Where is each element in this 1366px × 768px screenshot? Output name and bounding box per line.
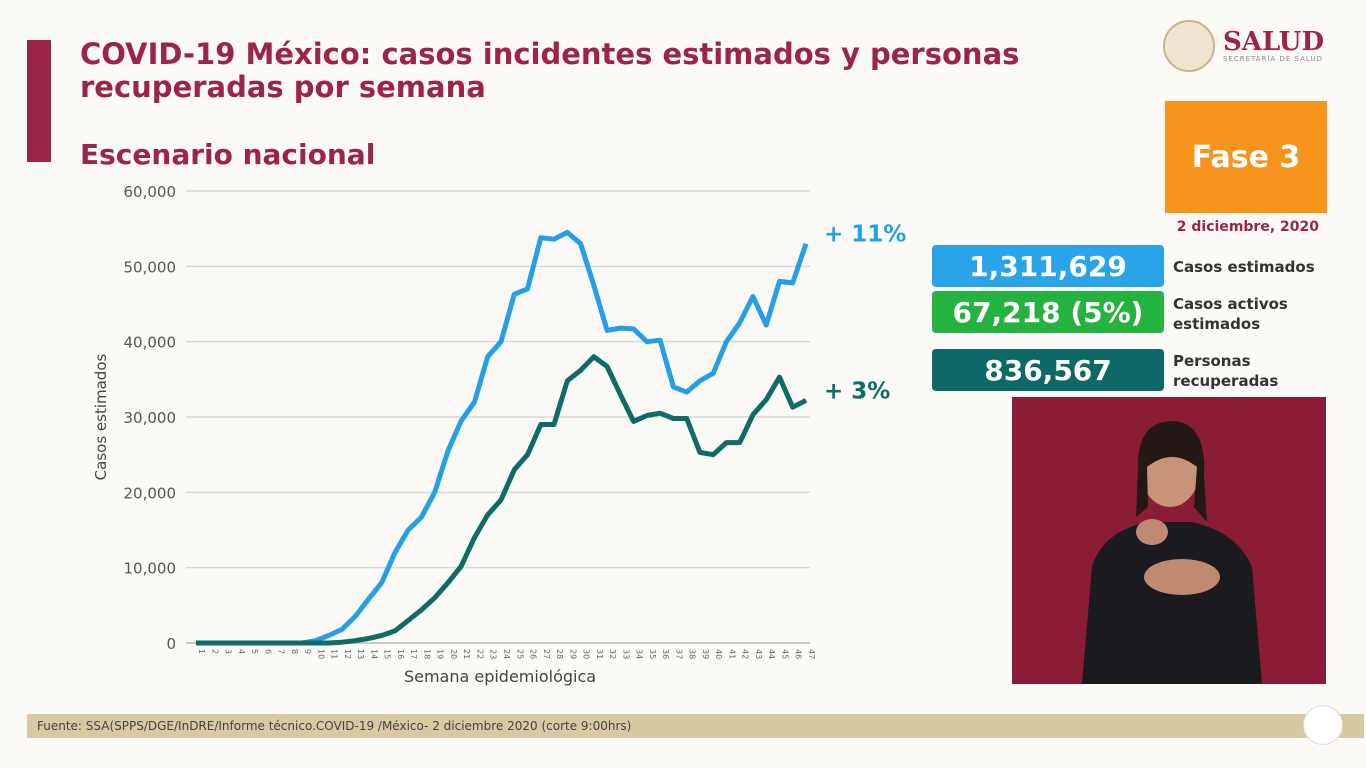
x-tick-label: 8	[290, 649, 299, 654]
y-tick-label: 20,000	[124, 484, 177, 502]
series-end-label: + 3%	[824, 378, 890, 404]
x-tick-label: 15	[383, 649, 392, 659]
y-tick-label: 40,000	[124, 334, 177, 352]
x-tick-label: 24	[502, 649, 511, 659]
x-tick-label: 46	[794, 649, 803, 659]
stat-label: Personas recuperadas	[1173, 352, 1279, 390]
x-tick-label: 21	[462, 649, 471, 659]
x-tick-label: 10	[316, 649, 325, 659]
stat-value: 836,567	[984, 353, 1112, 387]
x-tick-label: 23	[489, 649, 498, 659]
x-tick-label: 33	[621, 649, 630, 659]
stat-personas-recuperadas: 836,567	[932, 349, 1164, 391]
logo-title: SALUD	[1223, 27, 1325, 57]
interpreter-silhouette	[1082, 421, 1262, 684]
y-tick-label: 0	[166, 635, 176, 653]
x-tick-label: 44	[767, 649, 776, 659]
x-tick-label: 31	[595, 649, 604, 659]
x-tick-label: 39	[701, 649, 710, 659]
x-tick-label: 20	[449, 649, 458, 659]
y-axis-label: Casos estimados	[92, 353, 110, 480]
page-title: COVID-19 México: casos incidentes estima…	[80, 37, 1020, 104]
x-tick-label: 36	[661, 649, 670, 659]
y-tick-label: 30,000	[124, 409, 177, 427]
x-tick-label: 38	[688, 649, 697, 659]
x-tick-label: 11	[330, 649, 339, 659]
x-tick-label: 29	[568, 649, 577, 659]
x-tick-label: 2	[210, 649, 219, 654]
gobierno-de-mexico-badge-icon	[1303, 705, 1343, 745]
salud-logo: SALUD SECRETARÍA DE SALUD	[1163, 20, 1324, 72]
x-tick-label: 26	[529, 649, 538, 659]
series-end-label: + 11%	[824, 222, 906, 248]
x-tick-label: 16	[396, 649, 405, 659]
title-accent-bar	[27, 40, 51, 162]
y-tick-label: 50,000	[124, 258, 177, 276]
x-tick-label: 19	[436, 649, 445, 659]
x-tick-label: 37	[674, 649, 683, 659]
phase-badge: Fase 3	[1165, 101, 1327, 213]
x-tick-label: 7	[277, 649, 286, 654]
x-tick-label: 28	[555, 649, 564, 659]
stat-value: 67,218 (5%)	[952, 295, 1144, 329]
x-tick-label: 35	[648, 649, 657, 659]
x-tick-label: 5	[250, 649, 259, 654]
x-tick-label: 9	[303, 649, 312, 654]
x-axis-label: Semana epidemiológica	[404, 667, 596, 686]
x-tick-label: 30	[582, 649, 591, 659]
stat-value: 1,311,629	[969, 249, 1127, 283]
x-tick-label: 13	[356, 649, 365, 659]
x-tick-label: 4	[237, 649, 246, 654]
stat-label: Casos activos estimados	[1173, 295, 1288, 333]
x-tick-label: 3	[224, 649, 233, 654]
x-tick-label: 14	[369, 649, 378, 659]
stat-casos-estimados: 1,311,629	[932, 245, 1164, 287]
national-seal-icon	[1163, 20, 1215, 72]
x-tick-label: 6	[263, 649, 272, 654]
x-tick-label: 40	[714, 649, 723, 659]
y-tick-label: 60,000	[124, 183, 177, 201]
stat-casos-activos: 67,218 (5%)	[932, 291, 1164, 333]
x-tick-label: 43	[754, 649, 763, 659]
x-tick-label: 45	[780, 649, 789, 659]
page-subtitle: Escenario nacional	[80, 138, 376, 171]
x-tick-label: 22	[475, 649, 484, 659]
x-tick-label: 34	[635, 649, 644, 659]
x-tick-label: 42	[741, 649, 750, 659]
x-tick-label: 25	[515, 649, 524, 659]
x-tick-label: 27	[542, 649, 551, 659]
x-tick-label: 17	[409, 649, 418, 659]
x-tick-label: 41	[727, 649, 736, 659]
y-tick-label: 10,000	[124, 560, 177, 578]
stat-label: Casos estimados	[1173, 258, 1315, 276]
x-tick-label: 32	[608, 649, 617, 659]
report-date: 2 diciembre, 2020	[1176, 219, 1319, 235]
x-tick-label: 18	[422, 649, 431, 659]
logo-subtitle: SECRETARÍA DE SALUD	[1223, 55, 1323, 63]
series-line-1	[196, 229, 809, 646]
sign-language-interpreter-video	[1012, 397, 1326, 684]
x-tick-label: 1	[197, 649, 206, 654]
x-tick-label: 47	[807, 649, 816, 659]
x-tick-label: 12	[343, 649, 352, 659]
source-footer: Fuente: SSA(SPPS/DGE/InDRE/Informe técni…	[27, 714, 1364, 738]
